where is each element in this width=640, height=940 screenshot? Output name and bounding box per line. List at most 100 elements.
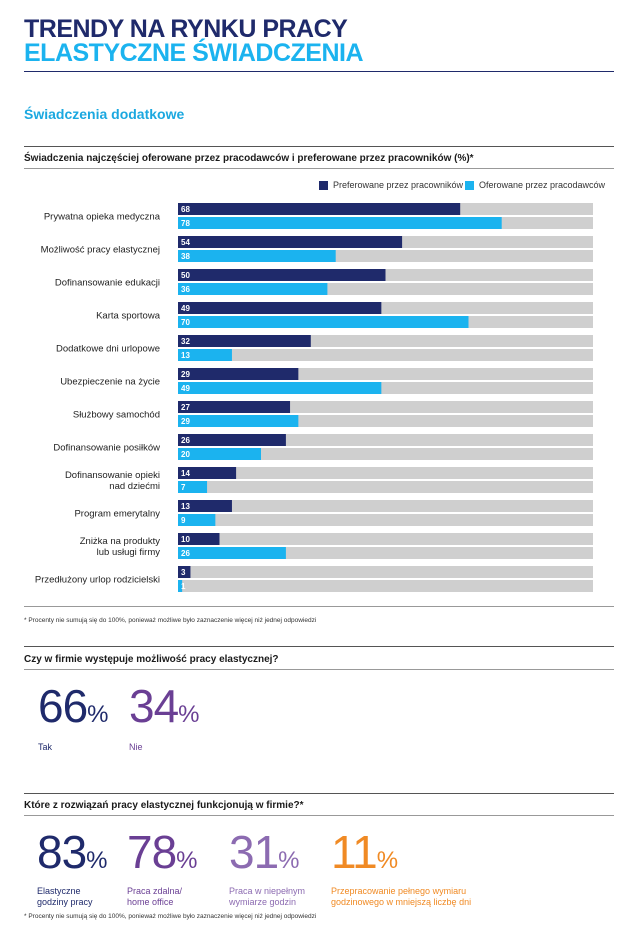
bar-track — [178, 533, 593, 545]
category-label: Ubezpieczenie na życie — [60, 377, 160, 388]
bar-value-label: 38 — [181, 252, 190, 261]
bar-preferred — [178, 500, 232, 512]
stat-flexible-hours-label: Elastyczne godziny pracy — [37, 886, 93, 907]
bar-preferred — [178, 566, 191, 578]
bar-value-label: 70 — [181, 318, 190, 327]
bar-value-label: 3 — [181, 568, 186, 577]
bar-value-label: 78 — [181, 219, 190, 228]
bar-offered — [178, 283, 328, 295]
bar-value-label: 27 — [181, 403, 190, 412]
section-title: Świadczenia dodatkowe — [24, 106, 185, 122]
legend-item-preferred: Preferowane przez pracowników — [319, 180, 463, 190]
bar-value-label: 29 — [181, 370, 190, 379]
solutions-question-title: Które z rozwiązań pracy elastycznej funk… — [24, 800, 304, 811]
category-label: Dofinansowanie edukacji — [55, 278, 160, 289]
bar-preferred — [178, 401, 291, 413]
stat-remote-work-label: Praca zdalna/ home office — [127, 886, 183, 907]
chart-bottom-rule — [24, 606, 614, 607]
stat-remote-work: 78% Praca zdalna/ home office — [127, 829, 198, 908]
bar-preferred — [178, 269, 386, 281]
stat-compressed-week-label: Przepracowanie pełnego wymiaru godzinowe… — [331, 886, 472, 907]
category-label: Służbowy samochód — [73, 410, 160, 421]
bar-offered — [178, 349, 232, 361]
bar-value-label: 7 — [181, 483, 186, 492]
solutions-question-rule — [24, 815, 614, 816]
stat-no-value: 34% — [129, 680, 200, 732]
bar-preferred — [178, 368, 299, 380]
bar-value-label: 54 — [181, 238, 190, 247]
stat-part-time-value: 31% — [229, 826, 300, 878]
stat-no: 34% Nie — [129, 683, 200, 753]
bar-track — [178, 448, 593, 460]
category-label: Dofinansowanie opieki nad dziećmi — [65, 470, 160, 492]
bar-track — [178, 566, 593, 578]
bar-value-label: 20 — [181, 450, 190, 459]
chart-top-rule — [24, 146, 614, 147]
bar-preferred — [178, 434, 286, 446]
bar-offered — [178, 448, 261, 460]
bar-value-label: 32 — [181, 337, 190, 346]
bar-value-label: 9 — [181, 516, 186, 525]
category-label: Dofinansowanie posiłków — [53, 443, 160, 454]
bar-offered — [178, 481, 208, 493]
category-label: Przedłużony urlop rodzicielski — [35, 575, 160, 586]
bar-offered — [178, 580, 183, 592]
bar-value-label: 26 — [181, 549, 190, 558]
stat-compressed-week: 11% Przepracowanie pełnego wymiaru godzi… — [331, 829, 471, 908]
solutions-question-top-rule — [24, 793, 614, 794]
bar-offered — [178, 217, 502, 229]
bar-preferred — [178, 302, 382, 314]
bar-preferred — [178, 467, 237, 479]
category-label: Prywatna opieka medyczna — [44, 212, 161, 223]
category-label: Możliwość pracy elastycznej — [41, 245, 160, 256]
bar-value-label: 49 — [181, 384, 190, 393]
category-label: Program emerytalny — [74, 509, 160, 520]
bar-track — [178, 500, 593, 512]
bar-offered — [178, 514, 216, 526]
bar-offered — [178, 415, 299, 427]
page-title-line2: ELASTYCZNE ŚWIADCZENIA — [24, 39, 364, 67]
legend-label-preferred: Preferowane przez pracowników — [333, 180, 464, 190]
chart-footnote: * Procenty nie sumują się do 100%, ponie… — [24, 617, 317, 624]
bar-offered — [178, 316, 469, 328]
solutions-footnote: * Procenty nie sumują się do 100%, ponie… — [24, 913, 317, 920]
stat-yes: 66% Tak — [38, 683, 109, 753]
bar-preferred — [178, 533, 220, 545]
stat-remote-work-value: 78% — [127, 826, 198, 878]
bar-track — [178, 580, 593, 592]
legend-item-offered: Oferowane przez pracodawców — [465, 180, 605, 190]
bar-value-label: 49 — [181, 304, 190, 313]
bar-preferred — [178, 335, 311, 347]
bar-offered — [178, 382, 382, 394]
bar-value-label: 13 — [181, 351, 190, 360]
stat-no-label: Nie — [129, 742, 143, 752]
bar-value-label: 14 — [181, 469, 190, 478]
bar-offered — [178, 547, 286, 559]
stat-part-time: 31% Praca w niepełnym wymiarze godzin — [229, 829, 305, 908]
bar-offered — [178, 250, 336, 262]
bar-preferred — [178, 203, 461, 215]
benefits-bar-chart: Prywatna opieka medyczna 68 78 Możliwość pr… — [35, 203, 593, 592]
bar-value-label: 13 — [181, 502, 190, 511]
bar-track — [178, 467, 593, 479]
bar-preferred — [178, 236, 403, 248]
title-divider — [24, 71, 614, 72]
bar-value-label: 1 — [181, 582, 186, 591]
stat-flexible-hours: 83% Elastyczne godziny pracy — [37, 829, 108, 908]
category-label: Karta sportowa — [96, 311, 161, 322]
legend-swatch-offered — [465, 180, 474, 190]
bar-track — [178, 349, 593, 361]
bar-value-label: 36 — [181, 285, 190, 294]
flex-question-rule — [24, 669, 614, 670]
category-label: Zniżka na produkty lub usługi firmy — [80, 536, 161, 558]
stat-yes-label: Tak — [38, 742, 53, 752]
chart-title: Świadczenia najczęściej oferowane przez … — [24, 153, 474, 164]
category-label: Dodatkowe dni urlopowe — [56, 344, 160, 355]
chart-title-rule — [24, 168, 614, 169]
legend-swatch-preferred — [319, 180, 328, 190]
bar-value-label: 50 — [181, 271, 190, 280]
page-title-line1: TRENDY NA RYNKU PRACY — [24, 15, 348, 43]
bar-value-label: 68 — [181, 205, 190, 214]
stat-part-time-label: Praca w niepełnym wymiarze godzin — [229, 886, 306, 907]
bar-track — [178, 481, 593, 493]
